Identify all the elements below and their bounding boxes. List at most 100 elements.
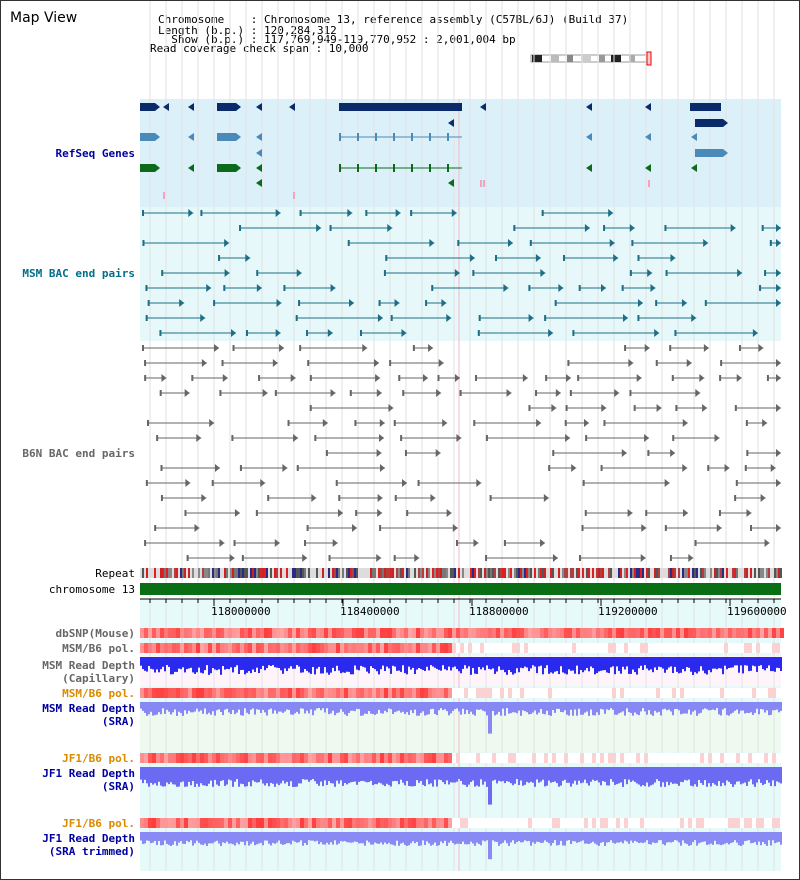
repeat-element <box>554 568 556 578</box>
polymorphism-cell <box>640 688 644 698</box>
polymorphism-cell <box>484 818 488 828</box>
depth-bar <box>704 657 706 674</box>
polymorphism-cell <box>212 688 216 698</box>
bac-end-right <box>234 509 240 517</box>
polymorphism-cell <box>624 628 628 638</box>
polymorphism-cell <box>700 643 704 653</box>
depth-bar <box>470 767 472 782</box>
polymorphism-cell <box>620 688 624 698</box>
gene-strand-arrow <box>256 179 262 187</box>
depth-bar <box>444 702 446 710</box>
depth-bar <box>778 657 780 669</box>
polymorphism-cell <box>352 628 356 638</box>
gene-strand-arrow <box>188 133 194 141</box>
bac-end-right <box>184 389 190 397</box>
repeat-element <box>588 568 591 578</box>
repeat-element <box>708 568 710 578</box>
depth-bar <box>648 767 650 787</box>
depth-bar <box>152 657 154 670</box>
depth-bar <box>258 657 260 673</box>
track-label-dbsnp[interactable]: dbSNP(Mouse) <box>55 627 135 640</box>
repeat-element <box>490 568 492 578</box>
depth-bar <box>438 832 440 846</box>
bac-end-left <box>674 330 677 336</box>
polymorphism-cell <box>152 628 156 638</box>
depth-bar <box>666 657 668 670</box>
track-label-jf1-depth-sra[interactable]: JF1 Read Depth (SRA) <box>1 767 135 793</box>
depth-bar <box>158 767 160 782</box>
depth-bar <box>732 657 734 668</box>
track-label-msm-b6-pol-2[interactable]: MSM/B6 pol. <box>62 687 135 700</box>
depth-bar <box>248 702 250 715</box>
polymorphism-cell <box>428 643 432 653</box>
bac-end-right <box>770 464 776 472</box>
depth-bar <box>352 832 354 843</box>
polymorphism-cell <box>236 818 240 828</box>
repeat-element <box>668 568 671 578</box>
depth-bar <box>562 702 564 713</box>
gene-exon <box>447 164 449 172</box>
depth-bar <box>372 832 374 845</box>
depth-bar <box>250 702 252 710</box>
depth-bar <box>532 657 534 666</box>
polymorphism-cell <box>296 818 300 828</box>
repeat-element <box>352 568 355 578</box>
polymorphism-cell <box>392 818 396 828</box>
polymorphism-cell <box>172 818 176 828</box>
polymorphism-cell <box>196 628 200 638</box>
polymorphism-cell <box>656 688 660 698</box>
repeat-element <box>364 568 366 578</box>
depth-bar <box>648 832 650 844</box>
depth-bar <box>542 832 544 843</box>
depth-bar <box>620 702 622 713</box>
polymorphism-cell <box>516 753 520 763</box>
repeat-element <box>160 568 162 578</box>
depth-bar <box>412 767 414 787</box>
repeat-element <box>170 568 173 578</box>
depth-bar <box>426 657 428 667</box>
track-label-jf1-depth-trimmed[interactable]: JF1 Read Depth (SRA trimmed) <box>1 832 135 858</box>
track-label-msm-depth-capillary[interactable]: MSM Read Depth (Capillary) <box>1 659 135 685</box>
chromosome-ideogram[interactable] <box>529 51 655 67</box>
bac-end-left <box>417 480 420 486</box>
depth-bar <box>710 832 712 844</box>
track-label-msm-depth-sra[interactable]: MSM Read Depth (SRA) <box>1 702 135 728</box>
depth-bar <box>578 657 580 675</box>
polymorphism-cell <box>624 688 628 698</box>
bac-end-left <box>385 255 388 261</box>
track-label-jf1-b6-pol-2[interactable]: JF1/B6 pol. <box>62 817 135 830</box>
repeat-element <box>264 568 267 578</box>
depth-bar <box>730 702 732 714</box>
track-label-refseq-genes[interactable]: RefSeq Genes <box>55 147 135 160</box>
depth-bar <box>634 767 636 782</box>
track-label-b6n-bac[interactable]: B6N BAC end pairs <box>22 447 135 460</box>
depth-bar <box>326 657 328 673</box>
repeat-element <box>420 568 422 578</box>
track-label-msm-b6-pol[interactable]: MSM/B6 pol. <box>62 642 135 655</box>
repeat-element <box>718 568 721 578</box>
depth-bar <box>730 832 732 843</box>
repeat-element <box>424 568 427 578</box>
bac-end-right <box>274 539 280 547</box>
polymorphism-cell <box>368 818 372 828</box>
track-label-msm-bac[interactable]: MSM BAC end pairs <box>22 267 135 280</box>
polymorphism-cell <box>624 818 628 828</box>
depth-bar <box>768 767 770 783</box>
polymorphism-cell <box>648 688 652 698</box>
depth-bar <box>504 657 506 673</box>
depth-bar <box>530 702 532 714</box>
polymorphism-cell <box>776 818 780 828</box>
depth-bar <box>150 702 152 712</box>
depth-bar <box>760 832 762 846</box>
polymorphism-cell <box>700 688 704 698</box>
polymorphism-cell <box>460 643 464 653</box>
polymorphism-cell <box>260 628 264 638</box>
depth-bar <box>420 767 422 781</box>
track-label-jf1-b6-pol[interactable]: JF1/B6 pol. <box>62 752 135 765</box>
depth-bar <box>680 702 682 715</box>
polymorphism-cell <box>336 818 340 828</box>
depth-bar <box>612 832 614 843</box>
depth-bar <box>418 767 420 783</box>
polymorphism-cell <box>652 818 656 828</box>
